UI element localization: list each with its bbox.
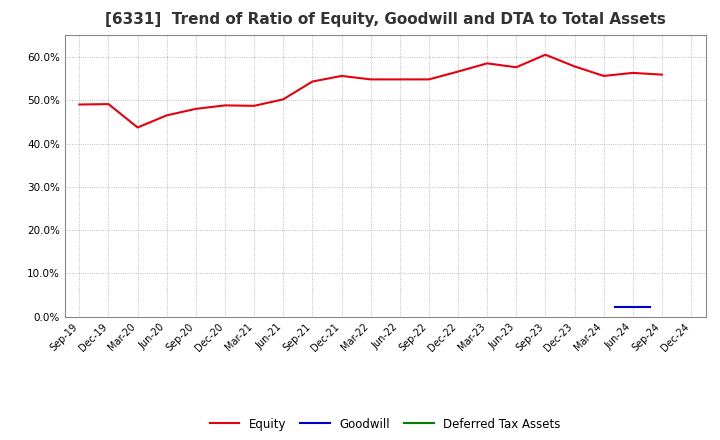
Equity — [657, 72, 666, 77]
Equity — [541, 52, 550, 57]
Goodwill — [646, 304, 654, 310]
Equity — [220, 103, 229, 108]
Equity — [250, 103, 258, 108]
Equity — [629, 70, 637, 76]
Equity — [133, 125, 142, 130]
Equity — [192, 106, 200, 111]
Goodwill — [611, 304, 620, 310]
Title: [6331]  Trend of Ratio of Equity, Goodwill and DTA to Total Assets: [6331] Trend of Ratio of Equity, Goodwil… — [105, 12, 665, 27]
Equity — [366, 77, 375, 82]
Equity — [395, 77, 404, 82]
Equity — [454, 69, 462, 74]
Equity — [337, 73, 346, 79]
Equity — [425, 77, 433, 82]
Equity — [163, 113, 171, 118]
Equity — [104, 102, 113, 107]
Legend: Equity, Goodwill, Deferred Tax Assets: Equity, Goodwill, Deferred Tax Assets — [205, 413, 565, 435]
Equity — [570, 64, 579, 69]
Equity — [483, 61, 492, 66]
Equity — [75, 102, 84, 107]
Equity — [599, 73, 608, 79]
Equity — [308, 79, 317, 84]
Line: Equity: Equity — [79, 55, 662, 128]
Equity — [279, 97, 287, 102]
Equity — [512, 65, 521, 70]
